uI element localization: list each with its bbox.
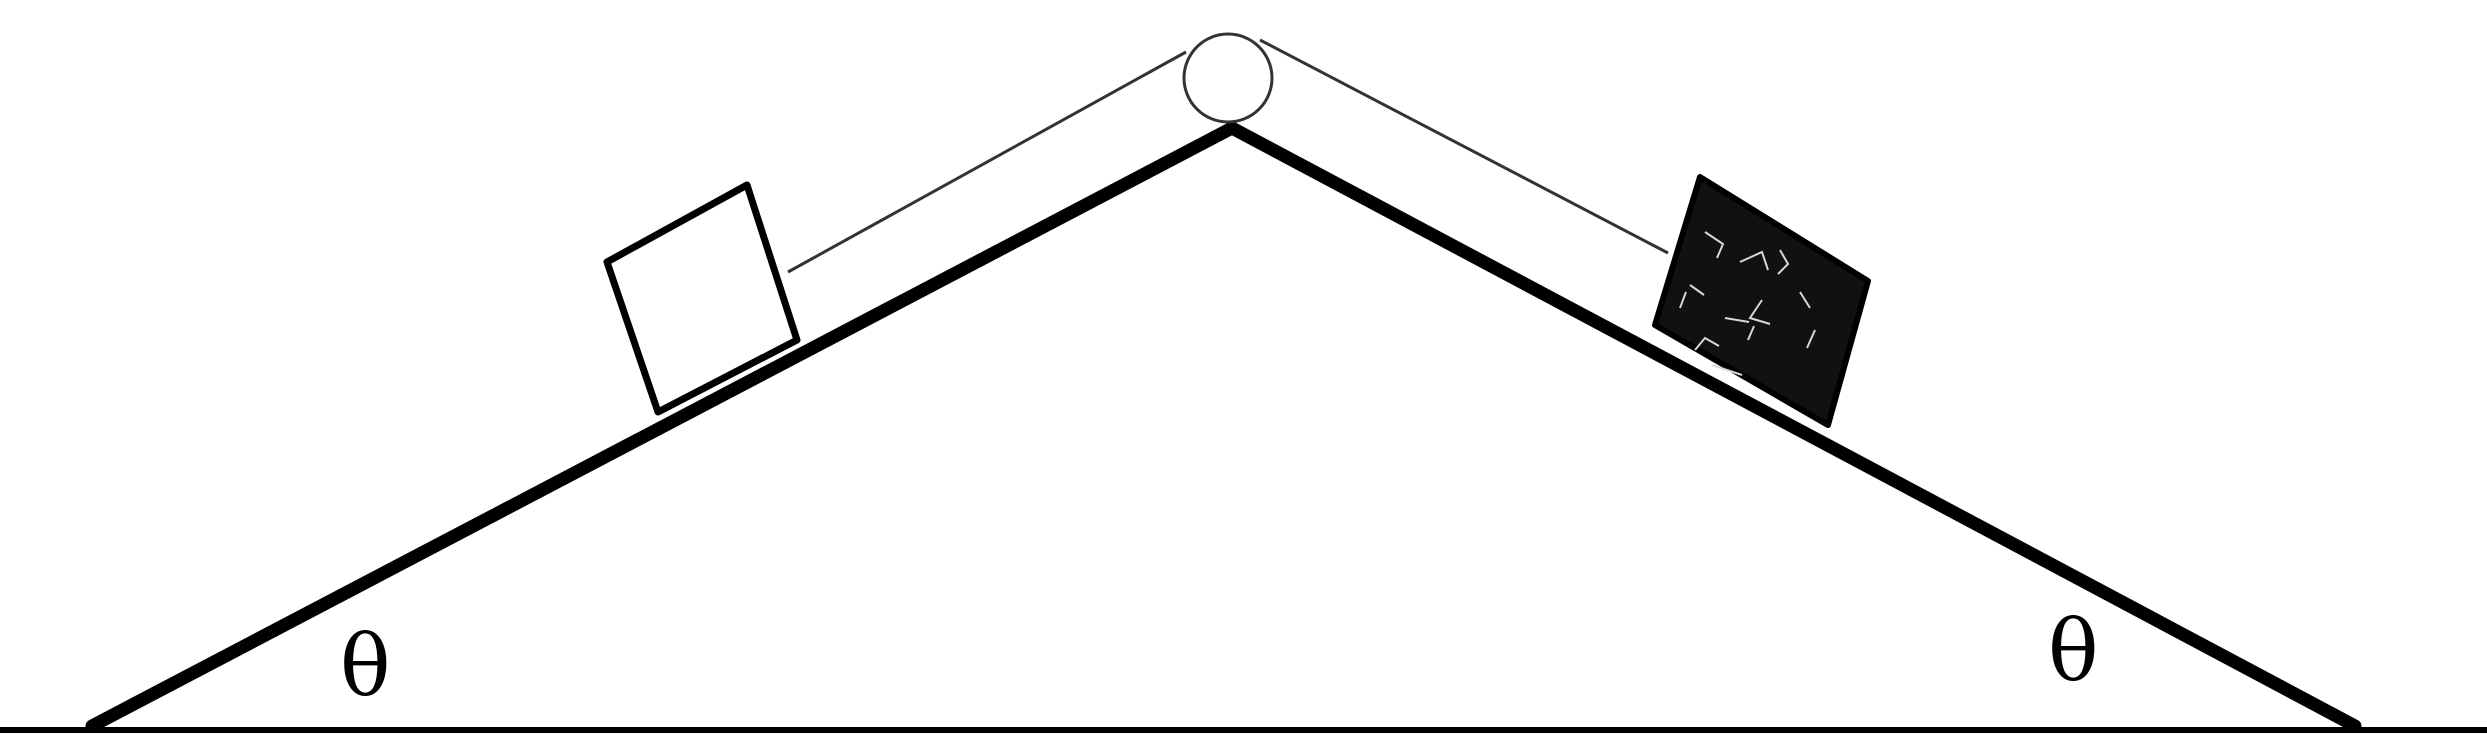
right-string <box>1259 38 1669 255</box>
pulley <box>1182 32 1274 124</box>
left-incline-surface <box>85 121 1239 733</box>
left-angle-label: θ <box>340 617 391 715</box>
right-block-texture <box>1679 231 1816 376</box>
right-incline-surface <box>1225 121 2362 733</box>
right-angle-label: θ <box>2048 602 2099 700</box>
left-block <box>603 181 801 416</box>
left-string <box>787 50 1187 274</box>
